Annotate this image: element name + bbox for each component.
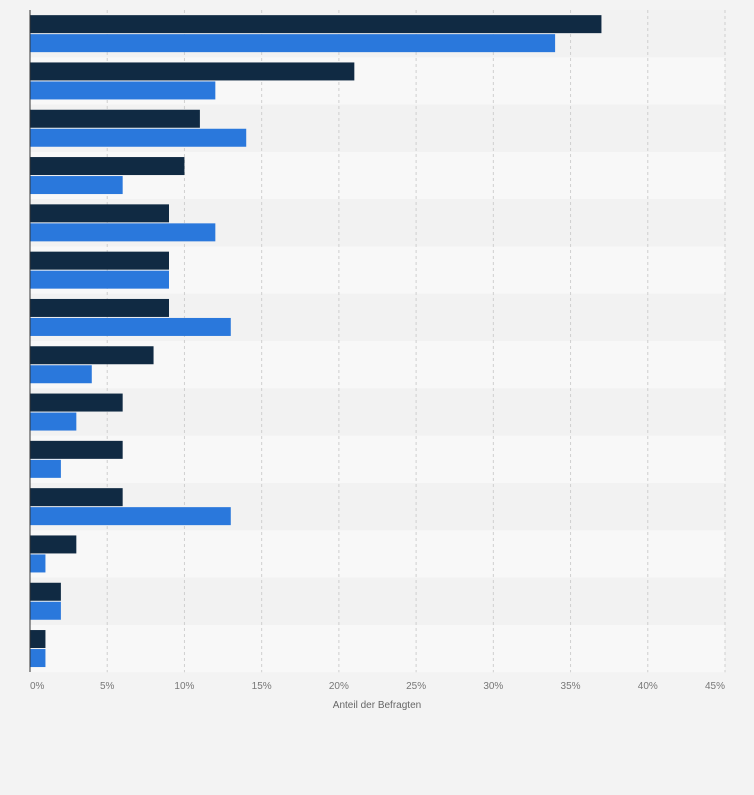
bar-series-1	[30, 440, 123, 459]
bar-series-2	[30, 601, 61, 620]
bar-series-2	[30, 412, 77, 431]
x-axis-label: Anteil der Befragten	[333, 700, 421, 711]
bar-series-2	[30, 128, 247, 147]
x-tick-label: 25%	[406, 681, 426, 692]
row-band	[30, 388, 725, 436]
x-tick-label: 10%	[174, 681, 194, 692]
bar-series-2	[30, 176, 123, 195]
bar-series-1	[30, 204, 169, 223]
row-band	[30, 435, 725, 483]
bar-series-2	[30, 34, 556, 53]
x-tick-label: 35%	[561, 681, 581, 692]
bar-series-2	[30, 81, 216, 100]
bar-series-2	[30, 270, 169, 289]
bar-series-2	[30, 223, 216, 242]
bars	[30, 15, 602, 668]
bar-series-1	[30, 298, 169, 317]
row-band	[30, 530, 725, 578]
bar-series-1	[30, 488, 123, 507]
x-tick-label: 45%	[705, 681, 725, 692]
x-tick-label: 20%	[329, 681, 349, 692]
x-tick-labels: 0% 5% 10% 15% 20% 25% 30% 35% 40% 45%	[30, 681, 725, 692]
bar-series-2	[30, 459, 61, 478]
bar-series-1	[30, 393, 123, 412]
bar-series-1	[30, 15, 602, 34]
x-tick-label: 40%	[638, 681, 658, 692]
x-tick-label: 0%	[30, 681, 45, 692]
row-band	[30, 577, 725, 625]
bar-series-1	[30, 582, 61, 601]
bar-series-1	[30, 62, 355, 81]
bar-series-2	[30, 649, 46, 668]
bar-series-1	[30, 630, 46, 649]
bar-series-2	[30, 507, 231, 526]
bar-series-1	[30, 346, 154, 365]
bar-series-2	[30, 317, 231, 336]
bar-series-1	[30, 157, 185, 176]
bar-series-1	[30, 535, 77, 554]
row-band	[30, 624, 725, 673]
x-tick-label: 30%	[483, 681, 503, 692]
bar-series-2	[30, 554, 46, 573]
bar-series-2	[30, 365, 92, 384]
row-bands	[30, 10, 725, 673]
bar-series-1	[30, 251, 169, 270]
bar-series-1	[30, 109, 200, 128]
x-tick-label: 5%	[100, 681, 115, 692]
x-tick-label: 15%	[252, 681, 272, 692]
